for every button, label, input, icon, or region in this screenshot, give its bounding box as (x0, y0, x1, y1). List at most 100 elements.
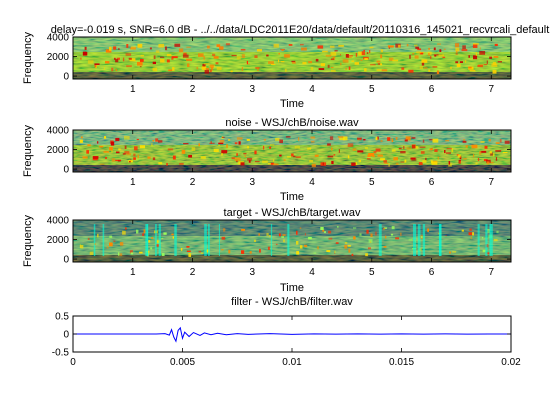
energy-band (158, 224, 161, 256)
energy-blob (497, 61, 502, 63)
energy-blob (179, 162, 184, 165)
energy-blob (385, 235, 387, 239)
panel-3-spectrogram (73, 220, 511, 262)
energy-blob (254, 150, 257, 155)
energy-blob (308, 61, 313, 64)
energy-blob (473, 55, 478, 60)
energy-blob (475, 52, 477, 56)
energy-blob (345, 68, 348, 70)
energy-blob (432, 138, 439, 143)
y-tick-label: 2000 (47, 235, 70, 246)
energy-blob (86, 150, 89, 154)
energy-blob (275, 138, 280, 141)
energy-blob (219, 46, 224, 50)
energy-blob (428, 53, 430, 56)
panel-1-spectrogram (73, 37, 511, 79)
energy-blob (300, 43, 304, 46)
energy-blob (172, 236, 174, 239)
energy-blob (301, 47, 307, 51)
energy-blob (223, 228, 226, 232)
energy-blob (409, 54, 411, 59)
x-tick-label: 2 (190, 267, 196, 278)
energy-blob (471, 144, 478, 149)
y-tick-label: 2000 (47, 145, 70, 156)
energy-blob (140, 55, 144, 57)
energy-blob (152, 157, 156, 161)
energy-blob (181, 149, 186, 154)
energy-blob (499, 139, 502, 143)
energy-blob (234, 142, 238, 145)
energy-blob (129, 58, 136, 62)
energy-blob (420, 151, 425, 154)
energy-blob (241, 67, 243, 71)
energy-blob (455, 47, 460, 52)
energy-blob (264, 139, 266, 141)
energy-blob (488, 138, 491, 142)
panel-3-axes (72, 219, 512, 263)
energy-blob (211, 67, 214, 71)
energy-blob (473, 154, 475, 158)
energy-blob (204, 63, 210, 65)
energy-blob (150, 247, 153, 250)
energy-band (490, 224, 493, 256)
energy-blob (439, 49, 442, 52)
energy-blob (212, 53, 216, 56)
energy-blob (273, 43, 279, 48)
energy-band (93, 224, 96, 256)
energy-blob (483, 63, 488, 66)
y-tick-label: 0 (63, 165, 69, 176)
energy-blob (155, 138, 159, 142)
x-tick-label: 6 (429, 177, 435, 188)
energy-blob (241, 54, 245, 58)
energy-blob (97, 233, 99, 238)
energy-blob (271, 63, 276, 65)
panel-2-spectrogram (73, 130, 511, 172)
energy-blob (291, 60, 296, 63)
energy-blob (172, 67, 175, 71)
x-tick-label: 1 (130, 267, 136, 278)
energy-blob (395, 237, 400, 240)
energy-blob (299, 245, 303, 249)
energy-blob (370, 64, 376, 66)
energy-blob (495, 150, 502, 152)
energy-blob (269, 146, 271, 149)
energy-blob (493, 56, 499, 58)
energy-blob (463, 139, 466, 141)
energy-blob (431, 161, 438, 165)
energy-blob (249, 251, 252, 254)
energy-blob (365, 253, 368, 257)
energy-blob (118, 148, 121, 151)
energy-blob (147, 156, 151, 159)
y-tick-label: 0 (63, 255, 69, 266)
energy-blob (480, 150, 487, 153)
energy-blob (330, 58, 335, 60)
energy-blob (413, 146, 419, 149)
energy-blob (278, 233, 281, 237)
energy-blob (421, 236, 423, 238)
energy-blob (468, 232, 472, 236)
energy-blob (443, 48, 446, 50)
energy-blob (248, 160, 251, 163)
energy-blob (152, 67, 158, 72)
energy-blob (149, 47, 152, 50)
energy-blob (236, 160, 238, 163)
energy-blob (419, 65, 423, 70)
panel-4-yticks: -0.5 0 0.5 (52, 312, 511, 359)
energy-blob (456, 63, 461, 68)
energy-blob (348, 245, 351, 247)
energy-blob (246, 139, 250, 141)
panel-2-energy (79, 136, 510, 167)
x-tick-label: 4 (309, 267, 315, 278)
x-tick-label: 0.005 (170, 357, 195, 368)
energy-blob (491, 63, 498, 67)
energy-blob (388, 46, 390, 49)
energy-blob (158, 43, 165, 48)
energy-blob (405, 136, 411, 141)
energy-blob (94, 64, 97, 68)
x-tick-label: 0.02 (501, 357, 521, 368)
energy-blob (174, 43, 181, 47)
energy-blob (493, 239, 498, 242)
energy-blob (200, 252, 204, 254)
energy-blob (377, 136, 379, 140)
